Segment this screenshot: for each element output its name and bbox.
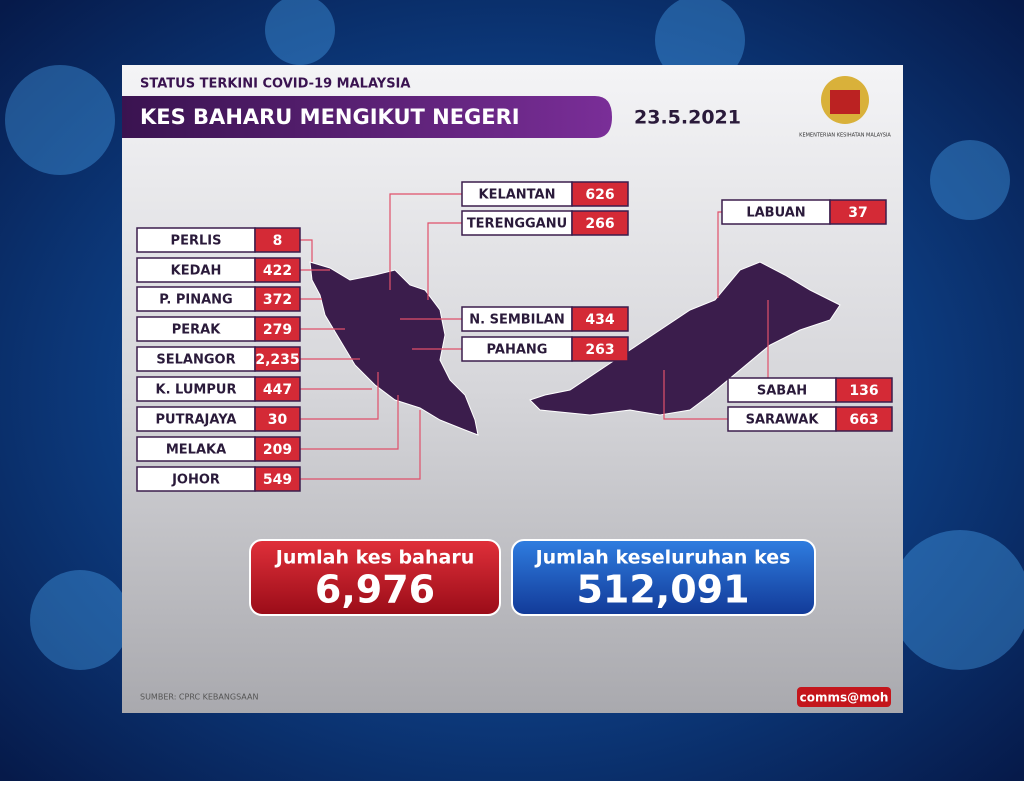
title: KES BAHARU MENGIKUT NEGERI [140, 105, 520, 129]
state-name-box [727, 406, 837, 432]
state-name: MELAKA [166, 443, 226, 458]
state-cases-box [829, 199, 887, 225]
state-name: N. SEMBILAN [469, 313, 565, 328]
state-name: SARAWAK [746, 413, 820, 428]
state-cases: 549 [263, 472, 292, 488]
state-name-box [136, 376, 256, 402]
state-cases: 37 [848, 205, 867, 221]
credit-box [797, 687, 891, 707]
state-cases: 136 [849, 383, 878, 399]
state-name-box [727, 377, 837, 403]
state-name-box [136, 286, 256, 312]
state-cases-box [254, 346, 301, 372]
state-name: SABAH [757, 384, 807, 399]
new-cases-label: Jumlah kes baharu [274, 547, 474, 569]
state-name: PAHANG [487, 343, 548, 358]
state-name: PERLIS [171, 234, 222, 249]
state-cases-box [254, 436, 301, 462]
ministry: KEMENTERIAN KESIHATAN MALAYSIA [799, 133, 891, 139]
state-cases-box [571, 181, 629, 207]
state-name: KEDAH [171, 264, 222, 279]
state-cases-box [254, 406, 301, 432]
state-labels: PERLIS 8 KEDAH 422 P. PINANG 372 PERAK 279 SELAN… [136, 181, 893, 492]
new-cases-box [249, 539, 501, 616]
state-name-box [136, 257, 256, 283]
state-name: SELANGOR [156, 353, 235, 368]
state-cases: 422 [263, 263, 292, 279]
state-name-box [461, 306, 573, 332]
virus-decor [5, 0, 1024, 670]
total-cases-box [511, 539, 816, 616]
state-name-box [461, 210, 573, 236]
state-name-box [136, 436, 256, 462]
state-cases: 663 [849, 412, 878, 428]
state-cases: 263 [585, 342, 614, 358]
state-cases: 626 [585, 187, 614, 203]
title-bar [122, 96, 612, 138]
state-cases-box [835, 406, 893, 432]
state-name: P. PINANG [159, 293, 232, 308]
state-name: TERENGGANU [467, 217, 567, 232]
date: 23.5.2021 [634, 107, 741, 129]
subtitle: STATUS TERKINI COVID-19 MALAYSIA [140, 77, 410, 92]
state-name: KELANTAN [479, 188, 556, 203]
state-cases: 2,235 [255, 352, 299, 368]
state-cases-box [571, 306, 629, 332]
state-name-box [721, 199, 831, 225]
peninsula-map [309, 261, 479, 436]
state-name: PUTRAJAYA [156, 413, 237, 428]
state-cases-box [835, 377, 893, 403]
total-cases-label: Jumlah keseluruhan kes [534, 547, 791, 569]
state-cases-box [254, 257, 301, 283]
state-cases-box [254, 227, 301, 253]
state-cases: 372 [263, 292, 292, 308]
state-name: K. LUMPUR [156, 383, 237, 398]
state-name: JOHOR [171, 473, 220, 488]
source: SUMBER: CPRC KEBANGSAAN [140, 693, 258, 702]
total-cases-value: 512,091 [576, 568, 749, 612]
state-cases-box [254, 286, 301, 312]
state-cases-box [254, 376, 301, 402]
state-cases: 209 [263, 442, 292, 458]
state-cases: 8 [273, 233, 283, 249]
state-cases: 279 [263, 322, 292, 338]
state-name-box [461, 181, 573, 207]
crest [821, 76, 869, 124]
state-cases-box [254, 316, 301, 342]
state-cases-box [254, 466, 301, 492]
state-cases-box [571, 336, 629, 362]
state-name-box [136, 227, 256, 253]
new-cases-value: 6,976 [315, 568, 435, 612]
state-cases: 447 [263, 382, 292, 398]
state-name-box [136, 406, 256, 432]
credit: comms@moh [800, 691, 889, 705]
state-name: PERAK [172, 323, 221, 338]
state-name: LABUAN [746, 206, 805, 221]
state-cases: 434 [585, 312, 614, 328]
state-cases-box [571, 210, 629, 236]
state-cases: 30 [268, 412, 288, 428]
state-cases: 266 [585, 216, 614, 232]
borneo-map [529, 261, 841, 416]
